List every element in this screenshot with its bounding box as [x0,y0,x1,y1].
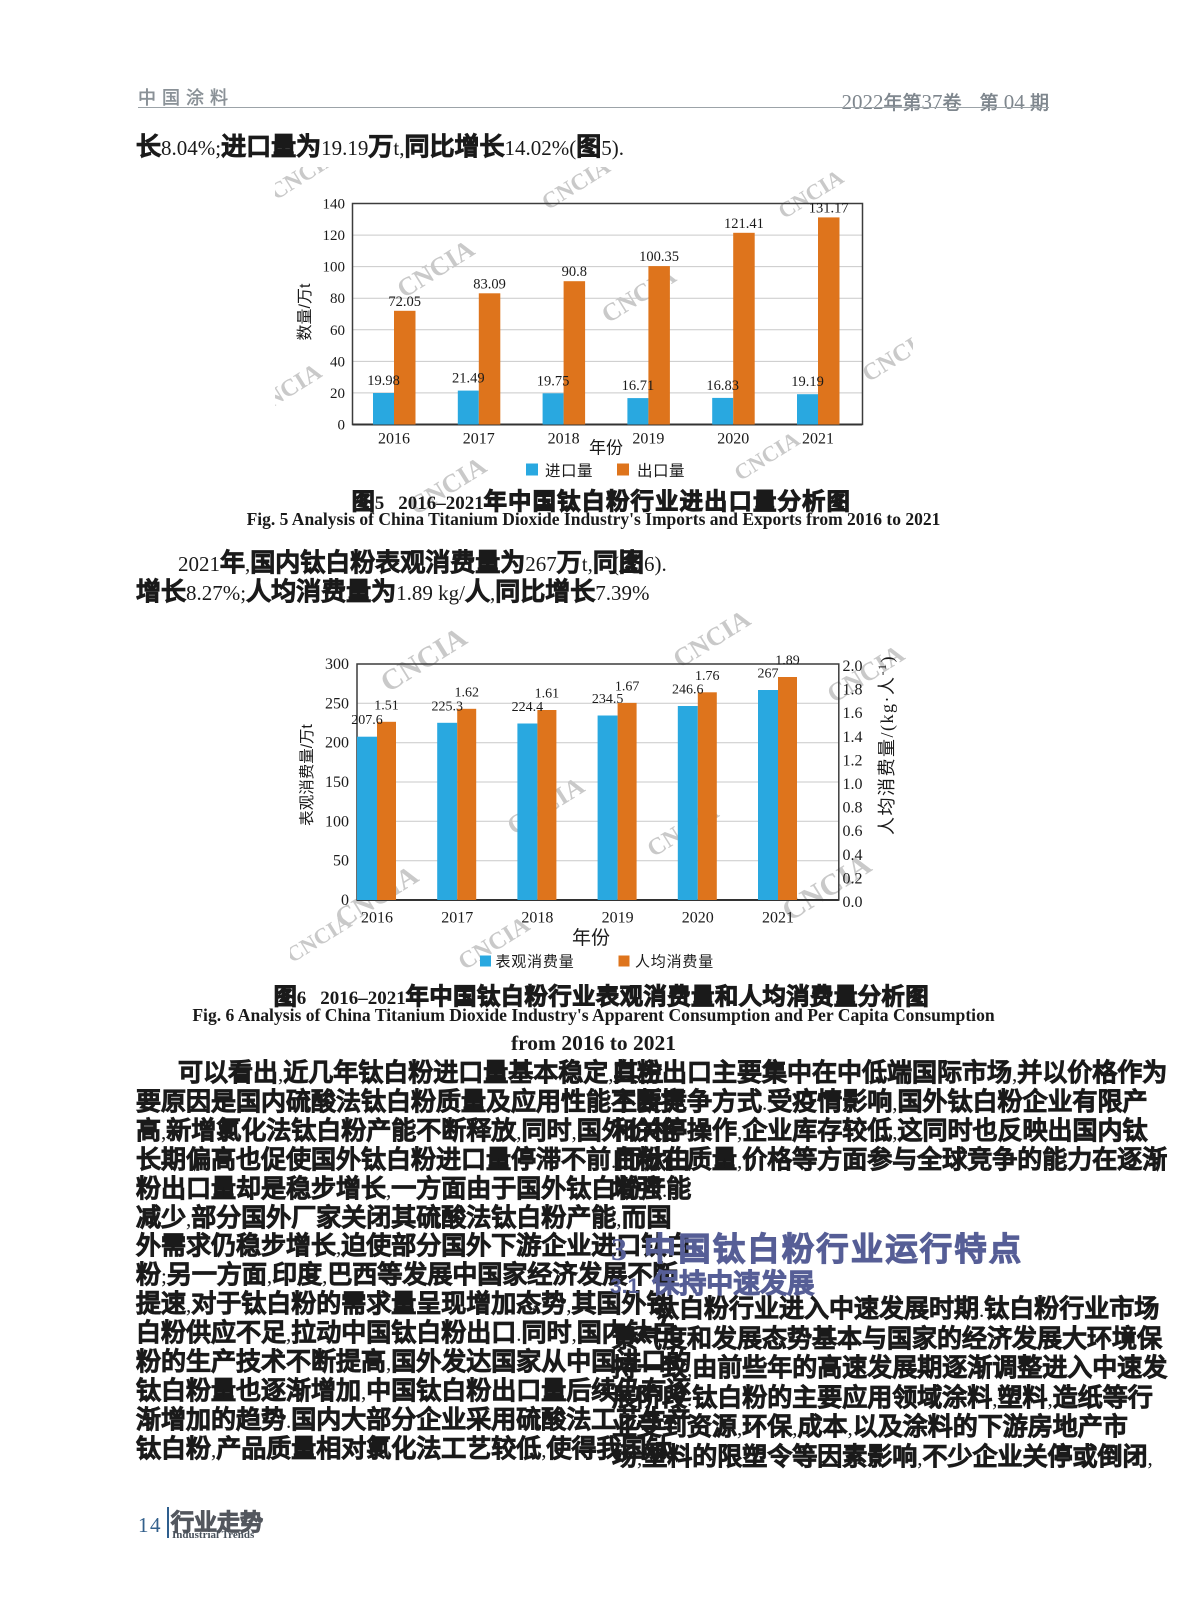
svg-text:250: 250 [325,695,349,712]
svg-text:1.89: 1.89 [775,654,800,669]
svg-text:72.05: 72.05 [388,294,421,310]
svg-text:人均消费量/(kg·人-1): 人均消费量/(kg·人-1) [875,655,898,835]
svg-text:16.71: 16.71 [622,378,655,394]
svg-text:2018: 2018 [548,431,580,448]
svg-text:121.41: 121.41 [724,216,764,232]
svg-text:1.4: 1.4 [843,729,863,746]
svg-text:0: 0 [341,892,349,909]
svg-text:2016: 2016 [378,431,410,448]
svg-text:2019: 2019 [632,431,664,448]
svg-text:50: 50 [333,853,349,870]
svg-text:234.5: 234.5 [592,692,624,707]
svg-text:19.19: 19.19 [791,374,824,390]
svg-text:0.6: 0.6 [843,823,863,840]
svg-text:60: 60 [330,323,345,339]
svg-text:2018: 2018 [521,910,553,927]
svg-text:2017: 2017 [441,910,473,927]
svg-text:0.0: 0.0 [843,894,863,911]
svg-text:1.0: 1.0 [843,776,863,793]
svg-text:225.3: 225.3 [431,699,463,714]
svg-text:年份: 年份 [572,927,610,949]
svg-text:1.67: 1.67 [615,679,640,694]
svg-text:40: 40 [330,354,345,370]
svg-text:16.83: 16.83 [706,378,739,394]
svg-text:表观消费量: 表观消费量 [496,954,575,971]
svg-text:100: 100 [323,260,346,276]
svg-text:200: 200 [325,735,349,752]
svg-text:2020: 2020 [682,910,714,927]
svg-text:224.4: 224.4 [512,700,544,715]
svg-text:150: 150 [325,774,349,791]
svg-text:0.4: 0.4 [843,847,863,864]
svg-text:19.75: 19.75 [537,373,570,389]
svg-text:19.98: 19.98 [367,373,400,389]
svg-text:207.6: 207.6 [351,713,383,728]
svg-text:100.35: 100.35 [639,249,679,265]
svg-text:1.6: 1.6 [843,705,863,722]
svg-text:1.2: 1.2 [843,752,863,769]
svg-text:100: 100 [325,813,349,830]
svg-text:年份: 年份 [589,439,623,458]
svg-text:1.8: 1.8 [843,682,863,699]
svg-text:2020: 2020 [717,431,749,448]
svg-text:2017: 2017 [463,431,495,448]
svg-text:20: 20 [330,386,345,402]
svg-text:0.2: 0.2 [843,870,863,887]
svg-text:出口量: 出口量 [637,462,685,480]
svg-text:1.62: 1.62 [454,685,479,700]
svg-text:1.76: 1.76 [695,669,720,684]
svg-text:2.0: 2.0 [843,658,863,675]
svg-text:0: 0 [338,418,346,434]
svg-text:80: 80 [330,291,345,307]
svg-text:2019: 2019 [602,910,634,927]
svg-text:90.8: 90.8 [562,264,587,280]
svg-text:246.6: 246.6 [672,683,704,698]
svg-text:83.09: 83.09 [473,276,506,292]
svg-text:120: 120 [323,228,346,244]
svg-text:2016: 2016 [361,910,393,927]
svg-text:表观消费量/万t: 表观消费量/万t [298,724,316,826]
svg-text:300: 300 [325,656,349,673]
svg-text:21.49: 21.49 [452,371,485,387]
svg-text:1.61: 1.61 [535,687,560,702]
svg-text:2021: 2021 [802,431,834,448]
svg-text:1.51: 1.51 [374,698,399,713]
svg-text:进口量: 进口量 [545,462,593,480]
svg-text:267: 267 [758,667,779,682]
svg-text:人均消费量: 人均消费量 [635,954,714,971]
svg-text:131.17: 131.17 [809,200,849,216]
svg-text:2021: 2021 [762,910,794,927]
svg-text:数量/万t: 数量/万t [296,283,314,340]
svg-text:140: 140 [323,197,346,213]
svg-text:0.8: 0.8 [843,800,863,817]
